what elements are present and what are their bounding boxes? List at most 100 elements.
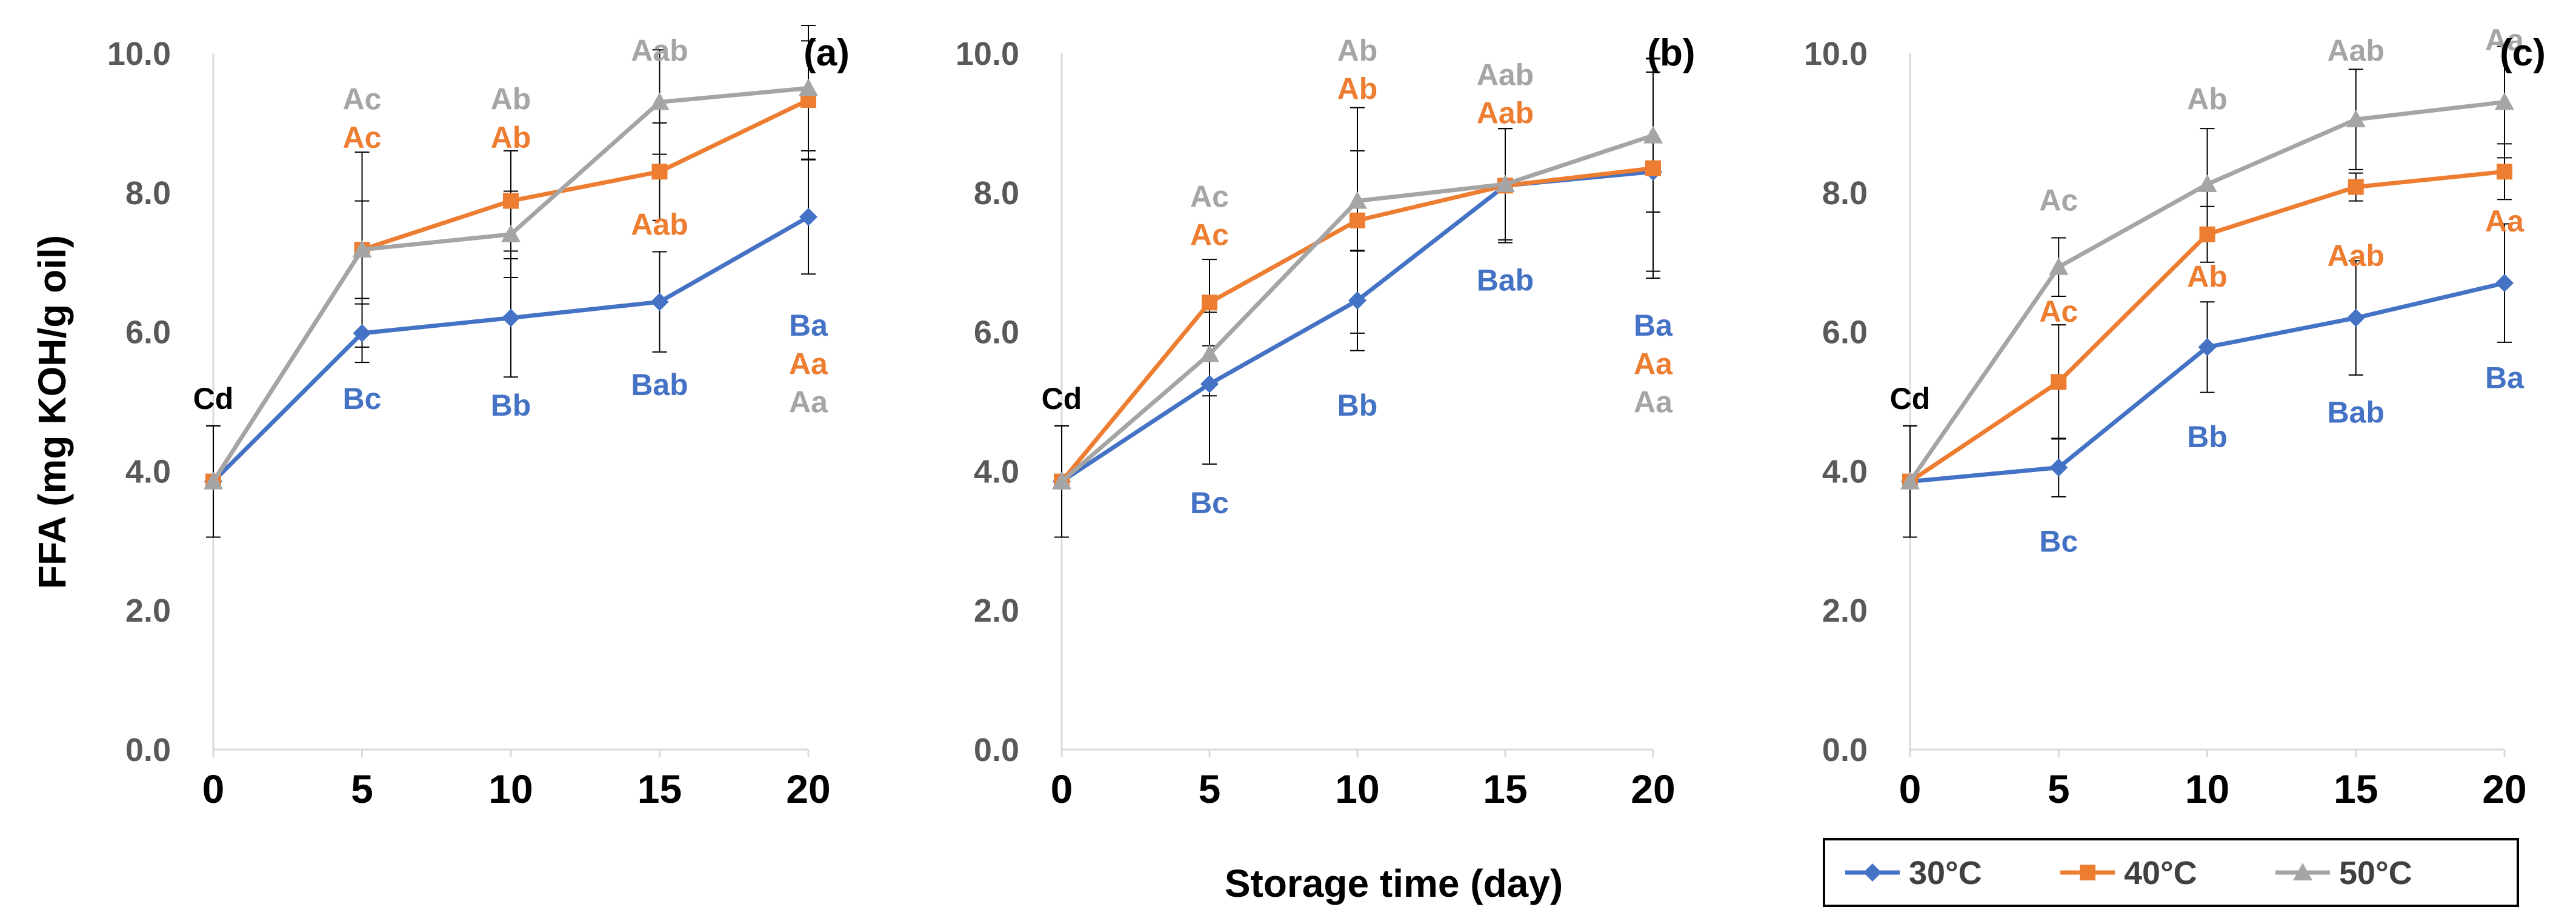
legend-item: 50°C [2275,855,2412,891]
data-point [2346,308,2365,327]
data-point [502,308,520,327]
x-tick-label: 15 [1483,766,1527,811]
data-point [2197,175,2217,193]
data-point [1202,294,1217,311]
data-point [2049,257,2069,275]
significance-label: Cd [1890,382,1931,416]
data-point [1348,191,1367,209]
data-point [2051,374,2067,390]
significance-label: Cd [1042,382,1082,416]
y-tick-label: 4.0 [974,453,1019,490]
significance-label: Ba [2485,361,2524,394]
significance-label: Bab [2328,396,2385,430]
y-tick-label: 8.0 [1822,175,1868,211]
x-tick-label: 20 [786,766,830,811]
significance-label: Aab [1477,58,1534,91]
data-point [799,78,818,96]
y-tick-label: 8.0 [974,175,1019,211]
y-axis-title: FFA (mg KOH/g oil) [30,235,74,589]
data-point [501,224,521,242]
significance-label: Ab [491,82,531,116]
significance-label: Bc [1190,486,1229,520]
y-tick-label: 8.0 [125,175,171,211]
data-point [2198,337,2217,356]
x-axis-title: Storage time (day) [1225,862,1563,905]
significance-label: Ab [2187,82,2228,116]
significance-label: Aab [2328,239,2385,273]
x-tick-label: 20 [1631,766,1675,811]
x-tick-label: 5 [2048,766,2070,811]
significance-label: Ac [1190,180,1229,214]
significance-label: Ac [343,82,382,116]
significance-label: Aa [789,347,828,381]
x-tick-label: 20 [2482,766,2526,811]
significance-label: Ba [1634,308,1673,342]
significance-label: Bc [2039,524,2078,558]
significance-label: Bb [1337,388,1378,422]
data-point [204,471,223,490]
significance-label: Aa [2485,204,2524,238]
significance-label: Bab [631,368,688,402]
data-point [799,208,817,227]
y-tick-label: 0.0 [974,732,1019,768]
y-tick-label: 10.0 [107,36,171,72]
data-point [352,240,372,258]
significance-label: Ab [2187,260,2228,294]
x-tick-label: 5 [351,766,373,811]
y-tick-label: 2.0 [125,593,171,629]
significance-label: Cd [193,382,234,416]
x-tick-label: 10 [2185,766,2229,811]
data-point [650,293,669,311]
panel-label: (b) [1647,32,1695,74]
legend-label: 50°C [2339,855,2412,891]
panel-3: 0.0 2.0 4.0 6.0 8.0 10.0 0 5 10 15 20 Cd Ac Ac Bc Ab Ab B… [1804,23,2546,811]
data-point [1900,471,1920,490]
y-tick-label: 0.0 [125,732,171,768]
x-tick-label: 10 [1335,766,1379,811]
legend-label: 30°C [1909,855,1982,891]
x-tick-label: 0 [1051,766,1073,811]
y-tick-label: 6.0 [1822,314,1868,351]
significance-label: Ba [789,308,828,342]
significance-label: Ab [1337,71,1378,105]
y-tick-label: 2.0 [974,593,1019,629]
significance-label: Aab [1477,96,1534,130]
data-point [2495,92,2514,110]
data-point [1350,212,1365,228]
legend-marker [2293,863,2312,880]
legend-box [1823,838,2519,907]
data-point [1645,160,1661,176]
significance-label: Aa [1634,347,1673,381]
data-point [650,92,670,110]
significance-label: Aa [789,385,828,419]
significance-label: Bb [491,388,531,422]
data-point [2346,110,2366,128]
panel-2: 0.0 2.0 4.0 6.0 8.0 10.0 0 5 10 15 20 Cd Ac Ac Bc Ab Ab B… [956,32,1696,811]
significance-label: Aa [2485,23,2524,57]
panel-label: (c) [2500,32,2546,74]
data-point [651,164,668,180]
x-tick-label: 0 [1899,766,1922,811]
significance-label: Ac [343,121,382,155]
data-point [2348,179,2364,195]
panel-1: 0.0 2.0 4.0 6.0 8.0 10.0 0 5 10 15 20 Cd Ac Ac Bc Ab Ab B… [107,25,850,811]
y-tick-label: 4.0 [1822,453,1868,490]
y-tick-label: 6.0 [125,314,171,351]
significance-label: Ab [1337,33,1378,67]
panels-group: 0.0 2.0 4.0 6.0 8.0 10.0 0 5 10 15 20 Cd Ac Ac Bc Ab Ab B… [107,23,2546,811]
legend-label: 40°C [2124,855,2197,891]
data-point [2199,226,2215,242]
significance-label: Ab [491,121,531,155]
significance-label: Aab [2328,33,2385,67]
data-point [1496,175,1515,193]
significance-label: Aa [1634,385,1673,419]
x-tick-label: 0 [202,766,225,811]
x-tick-label: 5 [1199,766,1221,811]
y-tick-label: 6.0 [974,314,1019,351]
legend-item: 30°C [1845,855,1982,891]
y-tick-label: 2.0 [1822,593,1868,629]
data-point [2497,164,2512,180]
significance-label: Bb [2187,420,2228,454]
significance-label: Bab [1477,263,1534,297]
